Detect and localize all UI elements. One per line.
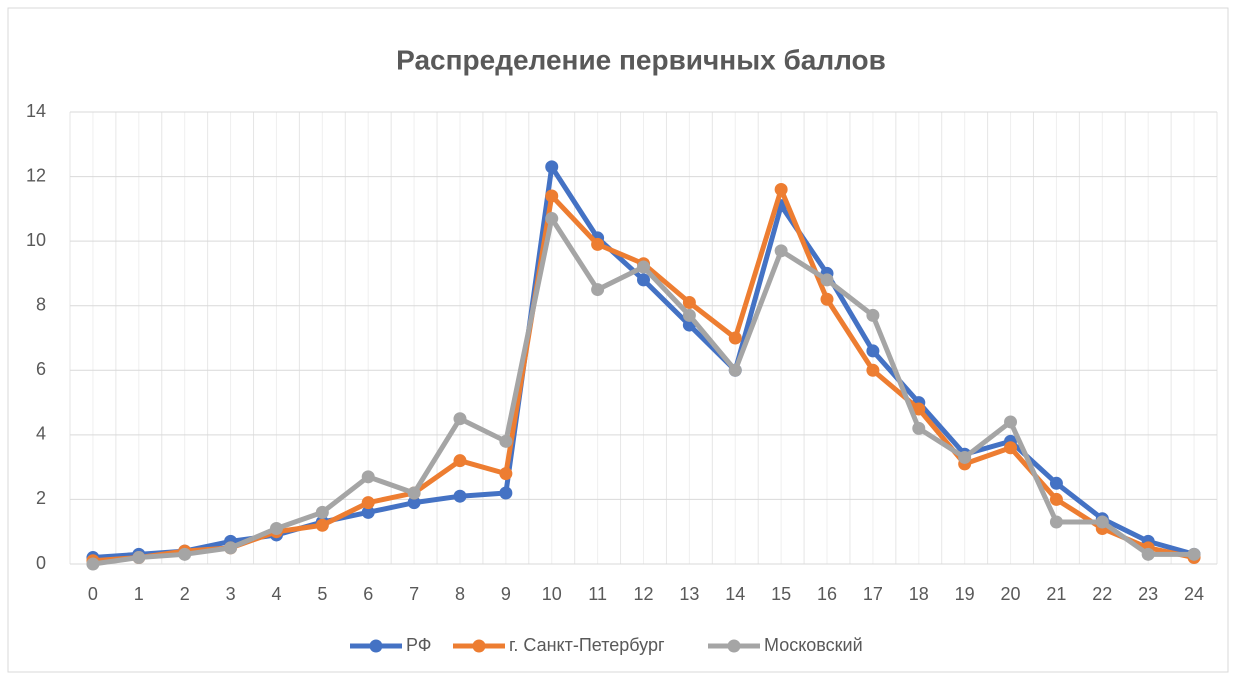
y-tick-label: 4 (36, 424, 46, 444)
point (1095, 515, 1109, 529)
point (866, 344, 880, 358)
point (728, 363, 742, 377)
point (361, 505, 375, 519)
x-tick-label: 16 (817, 584, 837, 604)
x-tick-label: 13 (679, 584, 699, 604)
x-tick-label: 11 (588, 584, 607, 604)
point (361, 496, 375, 510)
point (866, 308, 880, 322)
point (1187, 547, 1201, 561)
legend-label: РФ (406, 635, 432, 655)
point (453, 489, 467, 503)
x-tick-label: 7 (409, 584, 419, 604)
x-tick-label: 3 (226, 584, 236, 604)
point (269, 521, 283, 535)
x-tick-label: 4 (271, 584, 281, 604)
point (958, 450, 972, 464)
x-tick-label: 22 (1092, 584, 1112, 604)
point (774, 182, 788, 196)
point (774, 244, 788, 258)
x-tick-label: 10 (542, 584, 562, 604)
x-tick-label: 0 (88, 584, 98, 604)
y-tick-label: 0 (36, 553, 46, 573)
chart-border (7, 7, 1229, 673)
point (912, 421, 926, 435)
legend-marker (472, 639, 486, 653)
point (1049, 476, 1063, 490)
legend-label: Московский (764, 635, 863, 655)
x-tick-label: 6 (363, 584, 373, 604)
x-tick-label: 9 (501, 584, 511, 604)
x-tick-label: 20 (1001, 584, 1021, 604)
y-tick-label: 8 (36, 294, 46, 314)
y-tick-label: 6 (36, 359, 46, 379)
x-tick-label: 5 (317, 584, 327, 604)
point (315, 518, 329, 532)
x-tick-label: 12 (633, 584, 653, 604)
point (912, 402, 926, 416)
point (407, 496, 421, 510)
point (591, 283, 605, 297)
y-tick-label: 12 (26, 165, 46, 185)
point (545, 160, 559, 174)
point (682, 295, 696, 309)
legend-marker (727, 639, 741, 653)
x-tick-label: 19 (955, 584, 975, 604)
point (361, 470, 375, 484)
y-tick-label: 2 (36, 488, 46, 508)
x-tick-label: 23 (1138, 584, 1158, 604)
x-tick-label: 24 (1184, 584, 1204, 604)
x-tick-label: 18 (909, 584, 929, 604)
point (1049, 515, 1063, 529)
point (315, 505, 329, 519)
point (224, 541, 238, 555)
point (637, 260, 650, 274)
x-tick-label: 15 (771, 584, 791, 604)
point (499, 486, 513, 500)
point (1049, 492, 1063, 506)
legend-label: г. Санкт-Петербург (509, 635, 665, 655)
point (178, 547, 192, 561)
point (453, 412, 467, 426)
point (499, 467, 513, 481)
x-tick-label: 17 (863, 584, 883, 604)
y-tick-label: 10 (26, 230, 46, 250)
point (820, 273, 834, 287)
point (453, 454, 467, 468)
point (545, 212, 559, 226)
point (1141, 547, 1155, 561)
point (86, 557, 100, 571)
point (682, 308, 696, 322)
chart-title: Распределение первичных баллов (396, 44, 886, 75)
x-tick-label: 1 (134, 584, 144, 604)
point (728, 331, 742, 345)
point (591, 237, 605, 251)
x-tick-label: 21 (1046, 584, 1066, 604)
point (1004, 441, 1018, 455)
point (132, 551, 146, 565)
point (637, 273, 650, 287)
point (1004, 415, 1018, 429)
point (820, 292, 834, 306)
point (499, 434, 513, 448)
point (866, 363, 880, 377)
point (545, 189, 559, 203)
point (407, 486, 421, 500)
x-tick-label: 8 (455, 584, 465, 604)
x-tick-label: 14 (725, 584, 745, 604)
y-tick-label: 14 (26, 101, 46, 121)
legend-marker (369, 639, 383, 653)
x-tick-label: 2 (180, 584, 190, 604)
